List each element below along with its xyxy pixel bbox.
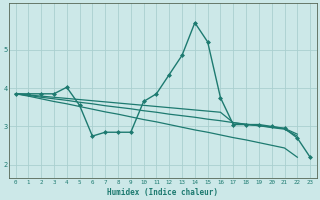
X-axis label: Humidex (Indice chaleur): Humidex (Indice chaleur) (107, 188, 218, 197)
